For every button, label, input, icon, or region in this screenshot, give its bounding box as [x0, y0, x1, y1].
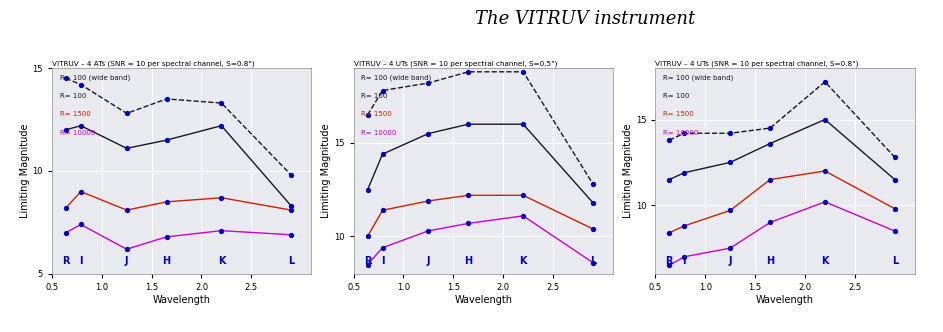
- Y-axis label: Limiting Magnitude: Limiting Magnitude: [322, 124, 331, 218]
- Text: R: R: [364, 256, 372, 266]
- Text: R= 10000: R= 10000: [59, 130, 95, 136]
- Y-axis label: Limiting Magnitude: Limiting Magnitude: [623, 124, 633, 218]
- Text: J: J: [124, 256, 128, 266]
- Text: R= 100 (wide band): R= 100 (wide band): [59, 74, 130, 81]
- Text: R= 100 (wide band): R= 100 (wide band): [663, 74, 734, 81]
- Text: The VITRUV instrument: The VITRUV instrument: [474, 10, 695, 28]
- Text: R= 100 (wide band): R= 100 (wide band): [361, 74, 432, 81]
- Text: R= 100: R= 100: [663, 93, 689, 99]
- Text: R= 100: R= 100: [59, 93, 86, 99]
- Text: I: I: [79, 256, 83, 266]
- Text: I: I: [683, 256, 687, 266]
- Text: I: I: [381, 256, 385, 266]
- Text: VITRUV – 4 UTs (SNR = 10 per spectral channel, S=0.8"): VITRUV – 4 UTs (SNR = 10 per spectral ch…: [655, 60, 859, 67]
- Text: R= 1500: R= 1500: [663, 111, 694, 117]
- Text: K: K: [821, 256, 829, 266]
- Text: R: R: [666, 256, 673, 266]
- Y-axis label: Limiting Magnitude: Limiting Magnitude: [20, 124, 29, 218]
- Text: VITRUV – 4 ATs (SNR = 10 per spectral channel, S=0.8"): VITRUV – 4 ATs (SNR = 10 per spectral ch…: [52, 60, 255, 67]
- Text: L: L: [289, 256, 294, 266]
- X-axis label: Wavelength: Wavelength: [756, 295, 814, 305]
- X-axis label: Wavelength: Wavelength: [455, 295, 512, 305]
- Text: R: R: [62, 256, 70, 266]
- Text: K: K: [218, 256, 225, 266]
- Text: R= 10000: R= 10000: [663, 130, 699, 136]
- Text: K: K: [520, 256, 527, 266]
- Text: H: H: [766, 256, 774, 266]
- Text: R= 100: R= 100: [361, 93, 388, 99]
- Text: L: L: [590, 256, 596, 266]
- Text: R= 1500: R= 1500: [361, 111, 392, 117]
- Text: H: H: [464, 256, 472, 266]
- Text: J: J: [728, 256, 732, 266]
- Text: J: J: [426, 256, 430, 266]
- X-axis label: Wavelength: Wavelength: [153, 295, 210, 305]
- Text: VITRUV – 4 UTs (SNR = 10 per spectral channel, S=0.5"): VITRUV – 4 UTs (SNR = 10 per spectral ch…: [354, 60, 557, 67]
- Text: L: L: [892, 256, 898, 266]
- Text: R= 10000: R= 10000: [361, 130, 397, 136]
- Text: H: H: [162, 256, 171, 266]
- Text: R= 1500: R= 1500: [59, 111, 91, 117]
